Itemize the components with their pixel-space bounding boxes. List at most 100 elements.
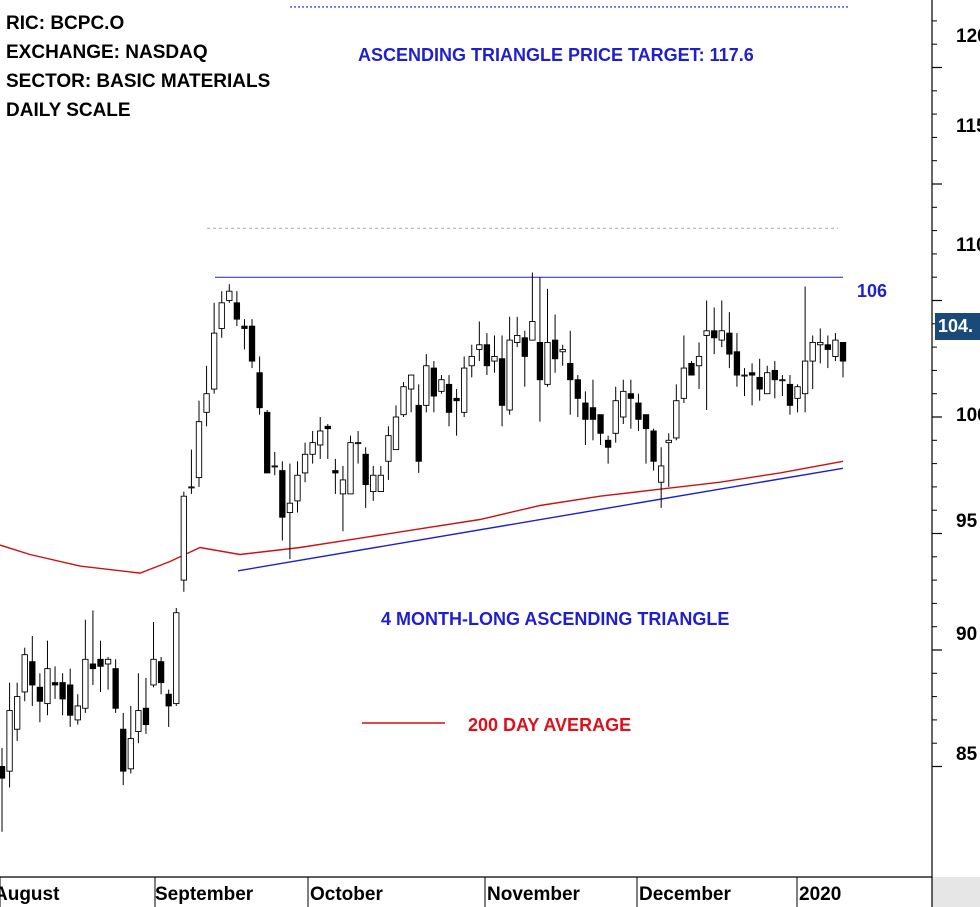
candle — [688, 361, 695, 376]
candle-body — [104, 658, 112, 665]
candle-body — [173, 612, 180, 705]
candle — [210, 302, 218, 394]
support-trendline — [237, 467, 844, 572]
candle — [514, 316, 521, 348]
candle-body — [354, 442, 362, 445]
candle — [551, 314, 559, 373]
candle — [832, 333, 839, 362]
candle-body — [559, 348, 566, 353]
candle — [226, 284, 233, 303]
sector-label: SECTOR: BASIC MATERIALS — [6, 71, 271, 92]
candle-body — [82, 658, 89, 709]
candle — [794, 384, 801, 413]
x-tick-label: October — [310, 884, 383, 905]
candle — [801, 286, 809, 413]
candle-body — [377, 474, 384, 493]
candle — [733, 333, 741, 387]
candle-body — [786, 383, 794, 406]
candle — [188, 449, 195, 494]
candle-body — [127, 738, 134, 770]
candle-body — [347, 442, 354, 495]
candle-body — [567, 362, 574, 381]
candle — [127, 705, 134, 774]
candle — [726, 312, 733, 369]
candle — [407, 374, 415, 413]
candle — [362, 447, 369, 508]
candle-body — [506, 339, 513, 411]
exchange-label: EXCHANGE: NASDAQ — [6, 42, 208, 63]
candle — [521, 330, 528, 387]
candle-body — [491, 355, 498, 362]
candle-body — [620, 390, 627, 418]
candle — [839, 341, 847, 378]
candle — [559, 344, 566, 366]
candle — [453, 389, 460, 436]
candle-body — [256, 372, 263, 409]
candle — [339, 465, 347, 532]
candle — [89, 610, 97, 685]
candle — [809, 335, 816, 390]
candle-body — [233, 302, 241, 320]
candle — [180, 491, 187, 592]
candle — [150, 622, 157, 688]
candle-body — [733, 351, 741, 376]
candle — [506, 316, 513, 415]
candle-body — [210, 332, 218, 390]
candle-body — [362, 453, 369, 486]
candle-body — [112, 668, 119, 709]
candle — [44, 640, 51, 716]
candle-body — [120, 728, 127, 772]
candle — [779, 375, 786, 397]
candle-body — [824, 344, 831, 350]
candle — [218, 291, 225, 338]
candle — [135, 673, 142, 744]
candle — [491, 335, 498, 373]
y-tick-label: 100 — [956, 405, 980, 426]
resistance-label: 106 — [857, 281, 888, 301]
candle — [642, 414, 650, 464]
ric-label: RIC: BCPC.O — [6, 13, 125, 34]
candle — [332, 458, 339, 494]
candle-body — [415, 404, 422, 462]
candle — [498, 335, 506, 427]
candle-body — [59, 682, 66, 700]
candle-body — [309, 442, 316, 455]
candle-body — [597, 414, 604, 434]
candle — [74, 694, 81, 725]
candle-body — [332, 470, 339, 474]
candle — [21, 647, 28, 702]
candle — [6, 682, 13, 788]
candle-body — [44, 668, 51, 705]
candle — [385, 426, 392, 480]
candle-body — [400, 386, 407, 416]
candle-body — [642, 414, 650, 430]
candle-body — [650, 430, 657, 462]
candle-body — [165, 693, 172, 707]
candle — [695, 342, 703, 390]
candle-body — [286, 502, 294, 513]
candle-body — [142, 707, 150, 726]
y-tick-label: 95 — [956, 511, 978, 532]
candle-body — [695, 355, 703, 367]
candle — [324, 423, 331, 459]
candle-body — [756, 376, 763, 390]
candle-body — [339, 479, 347, 495]
candle — [650, 428, 657, 471]
candle-body — [498, 358, 506, 406]
candle — [392, 405, 400, 451]
x-tick-label: 2020 — [799, 884, 842, 905]
candle — [157, 656, 165, 695]
candle-body — [514, 335, 521, 343]
candle-body — [476, 344, 483, 350]
x-tick-label: November — [487, 884, 580, 905]
candle-body — [665, 439, 672, 444]
candle-body — [97, 658, 104, 667]
candle — [461, 356, 468, 417]
candle-body — [317, 430, 324, 446]
price-target-annotation: ASCENDING TRIANGLE PRICE TARGET: 117.6 — [358, 45, 754, 65]
candle — [673, 384, 680, 441]
candle-body — [324, 425, 331, 430]
candle-body — [483, 344, 491, 367]
candle — [377, 465, 384, 493]
